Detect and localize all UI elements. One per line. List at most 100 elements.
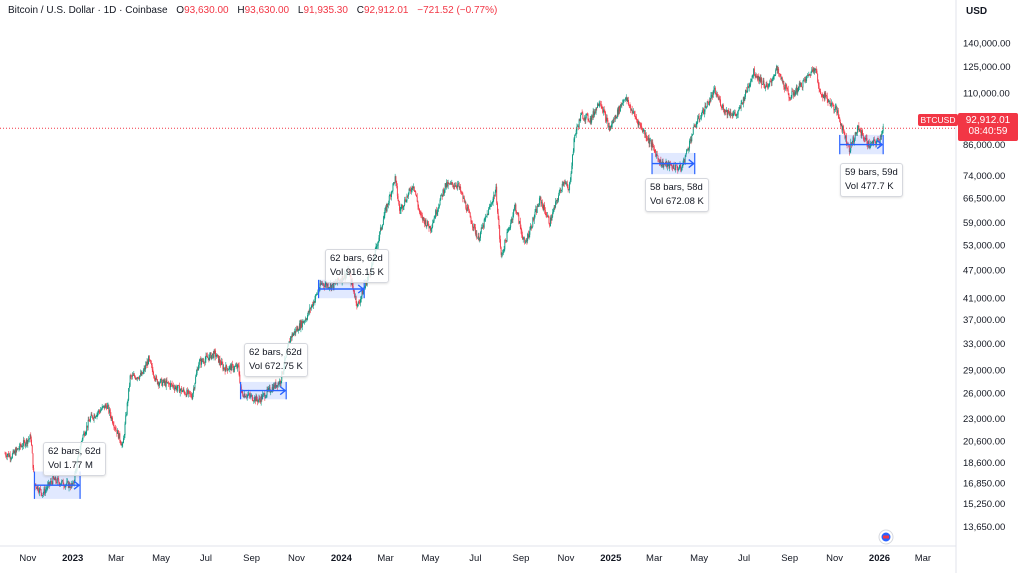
candle: [394, 176, 396, 184]
candle: [544, 210, 546, 215]
candle: [432, 221, 434, 224]
candle: [139, 373, 141, 376]
candle: [798, 86, 799, 92]
candle: [132, 375, 134, 376]
candle: [186, 389, 188, 397]
candle: [72, 482, 74, 486]
candle: [485, 215, 487, 217]
candle: [98, 410, 99, 413]
candle: [490, 203, 492, 207]
time-axis[interactable]: Nov 2023 Mar May Jul Sep Nov 2024 Mar May Jul Sep No…: [19, 553, 931, 564]
candle: [653, 147, 655, 150]
symbol-title[interactable]: Bitcoin / U.S. Dollar · 1D · Coinbase: [8, 5, 168, 16]
candle: [538, 205, 540, 207]
candle: [639, 122, 640, 124]
candle: [320, 283, 322, 285]
candle: [9, 454, 11, 459]
candle: [697, 116, 699, 119]
candle: [851, 142, 852, 146]
candle: [526, 240, 528, 242]
candle: [415, 191, 417, 195]
candle: [792, 91, 794, 96]
candle: [460, 186, 462, 192]
candle: [56, 478, 58, 484]
candle: [237, 364, 239, 366]
candle: [492, 198, 494, 203]
candle: [497, 203, 498, 213]
candle: [594, 111, 596, 116]
candle: [314, 299, 316, 303]
candle: [518, 214, 520, 224]
candle: [671, 165, 673, 168]
candle: [279, 380, 281, 385]
candle: [74, 472, 76, 482]
candle: [20, 446, 22, 447]
candle: [742, 97, 744, 105]
candle: [823, 94, 825, 99]
candle: [161, 378, 163, 386]
candle: [773, 75, 775, 77]
candle: [698, 116, 700, 120]
price-axis[interactable]: 140,000.00125,000.00110,000.0098,000.008…: [963, 39, 1011, 534]
candle: [476, 233, 478, 239]
candle: [828, 101, 830, 103]
candle: [681, 168, 682, 171]
candle: [209, 354, 211, 361]
candle: [332, 283, 334, 286]
candle: [655, 154, 657, 157]
candle: [752, 75, 754, 77]
candle: [841, 124, 843, 131]
candle: [444, 189, 445, 194]
candle: [102, 406, 104, 408]
candle: [362, 290, 364, 295]
candle: [477, 236, 479, 238]
candle: [652, 142, 654, 146]
candle: [735, 114, 737, 116]
candle: [315, 294, 317, 300]
candle: [321, 282, 323, 285]
candle: [131, 375, 133, 377]
candle: [617, 109, 619, 115]
candle: [455, 185, 456, 187]
candle: [151, 363, 152, 365]
candle: [611, 124, 612, 128]
candle: [720, 105, 722, 108]
candle: [479, 237, 481, 241]
candle: [84, 433, 86, 436]
candle: [622, 103, 624, 104]
candle: [524, 242, 526, 243]
candle: [255, 395, 257, 402]
candle: [699, 119, 701, 120]
candle: [643, 130, 645, 131]
candle: [159, 382, 161, 386]
candle: [382, 219, 384, 225]
candle: [301, 321, 303, 327]
candle: [689, 139, 691, 141]
candle: [824, 92, 826, 99]
candle: [460, 191, 462, 193]
candle: [157, 382, 159, 385]
candle: [216, 354, 218, 357]
flag-icon[interactable]: [878, 529, 894, 545]
candle: [623, 100, 625, 101]
candle: [690, 139, 692, 142]
time-tick-label: Mar: [915, 553, 931, 564]
currency-label[interactable]: USD: [966, 6, 988, 17]
candle: [185, 394, 187, 397]
candle: [563, 181, 565, 185]
candle: [425, 220, 427, 227]
candle: [745, 89, 747, 92]
candle: [546, 215, 548, 217]
candle: [756, 77, 758, 79]
candle: [420, 213, 422, 215]
candle: [677, 167, 679, 171]
candle: [404, 199, 406, 202]
last-price-symbol-tag: BTCUSD: [918, 114, 958, 126]
candle: [700, 118, 702, 120]
candle: [781, 77, 783, 79]
candle: [633, 111, 635, 114]
candle: [62, 480, 64, 486]
candle: [318, 289, 320, 292]
